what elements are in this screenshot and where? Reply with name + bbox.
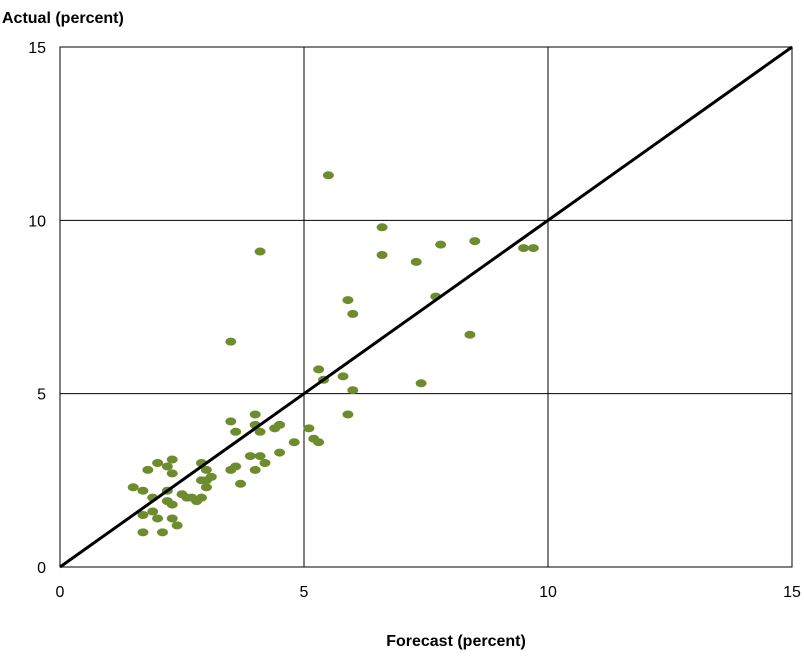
data-point — [205, 472, 217, 481]
data-point — [322, 171, 334, 180]
y-tick-label: 15 — [28, 40, 46, 57]
data-point — [156, 528, 168, 537]
x-tick-label: 5 — [300, 584, 309, 601]
data-point — [410, 257, 422, 266]
reference-line-group — [59, 45, 793, 569]
data-point — [249, 465, 261, 474]
data-point — [152, 459, 164, 467]
x-tick-label: 0 — [56, 584, 65, 601]
data-point — [200, 483, 212, 492]
data-point — [527, 244, 539, 253]
data-point — [147, 507, 159, 516]
data-point — [166, 469, 178, 478]
data-point — [518, 244, 530, 253]
tick-labels: 0 5 10 15 0 5 10 15 — [28, 40, 801, 601]
grid-lines — [59, 46, 793, 568]
data-point — [137, 486, 149, 495]
data-point — [127, 483, 139, 492]
data-point — [244, 452, 256, 461]
data-point — [230, 462, 242, 471]
data-point — [259, 459, 271, 467]
y-tick-label: 0 — [37, 560, 46, 577]
data-point — [342, 296, 354, 305]
data-point — [196, 493, 208, 502]
x-tick-label: 15 — [783, 584, 801, 601]
data-point — [435, 240, 447, 249]
y-tick-label: 10 — [28, 213, 46, 230]
data-point — [303, 424, 315, 433]
data-point — [166, 514, 178, 523]
data-point — [415, 379, 427, 388]
data-point — [376, 223, 388, 232]
y-axis-title: Actual (percent) — [2, 10, 124, 27]
data-point — [166, 500, 178, 509]
data-point — [469, 237, 481, 246]
data-point — [235, 479, 247, 488]
data-point — [337, 372, 349, 381]
data-point — [342, 410, 354, 419]
data-point — [347, 386, 359, 395]
data-point — [254, 247, 266, 256]
x-tick-label: 10 — [539, 584, 557, 601]
data-point — [249, 410, 261, 419]
data-point — [166, 455, 178, 464]
y-tick-label: 5 — [37, 387, 46, 404]
data-point — [313, 438, 325, 447]
data-point — [347, 309, 359, 318]
plot-frame — [59, 46, 793, 568]
data-point — [254, 452, 266, 461]
data-point — [254, 427, 266, 436]
data-point — [464, 330, 476, 339]
data-point — [230, 427, 242, 436]
data-point — [225, 337, 237, 346]
data-point — [152, 514, 164, 523]
data-point — [274, 420, 286, 429]
data-point — [171, 521, 183, 530]
data-point — [161, 462, 173, 471]
data-point — [225, 417, 237, 426]
data-point — [137, 511, 149, 519]
data-point — [200, 465, 212, 474]
data-point — [142, 465, 154, 474]
reference-line — [59, 45, 793, 569]
data-points — [127, 171, 539, 537]
x-axis-title: Forecast (percent) — [386, 633, 526, 650]
data-point — [137, 528, 149, 537]
data-point — [274, 448, 286, 457]
data-point — [376, 251, 388, 259]
data-point — [288, 438, 300, 447]
data-point — [313, 365, 325, 374]
